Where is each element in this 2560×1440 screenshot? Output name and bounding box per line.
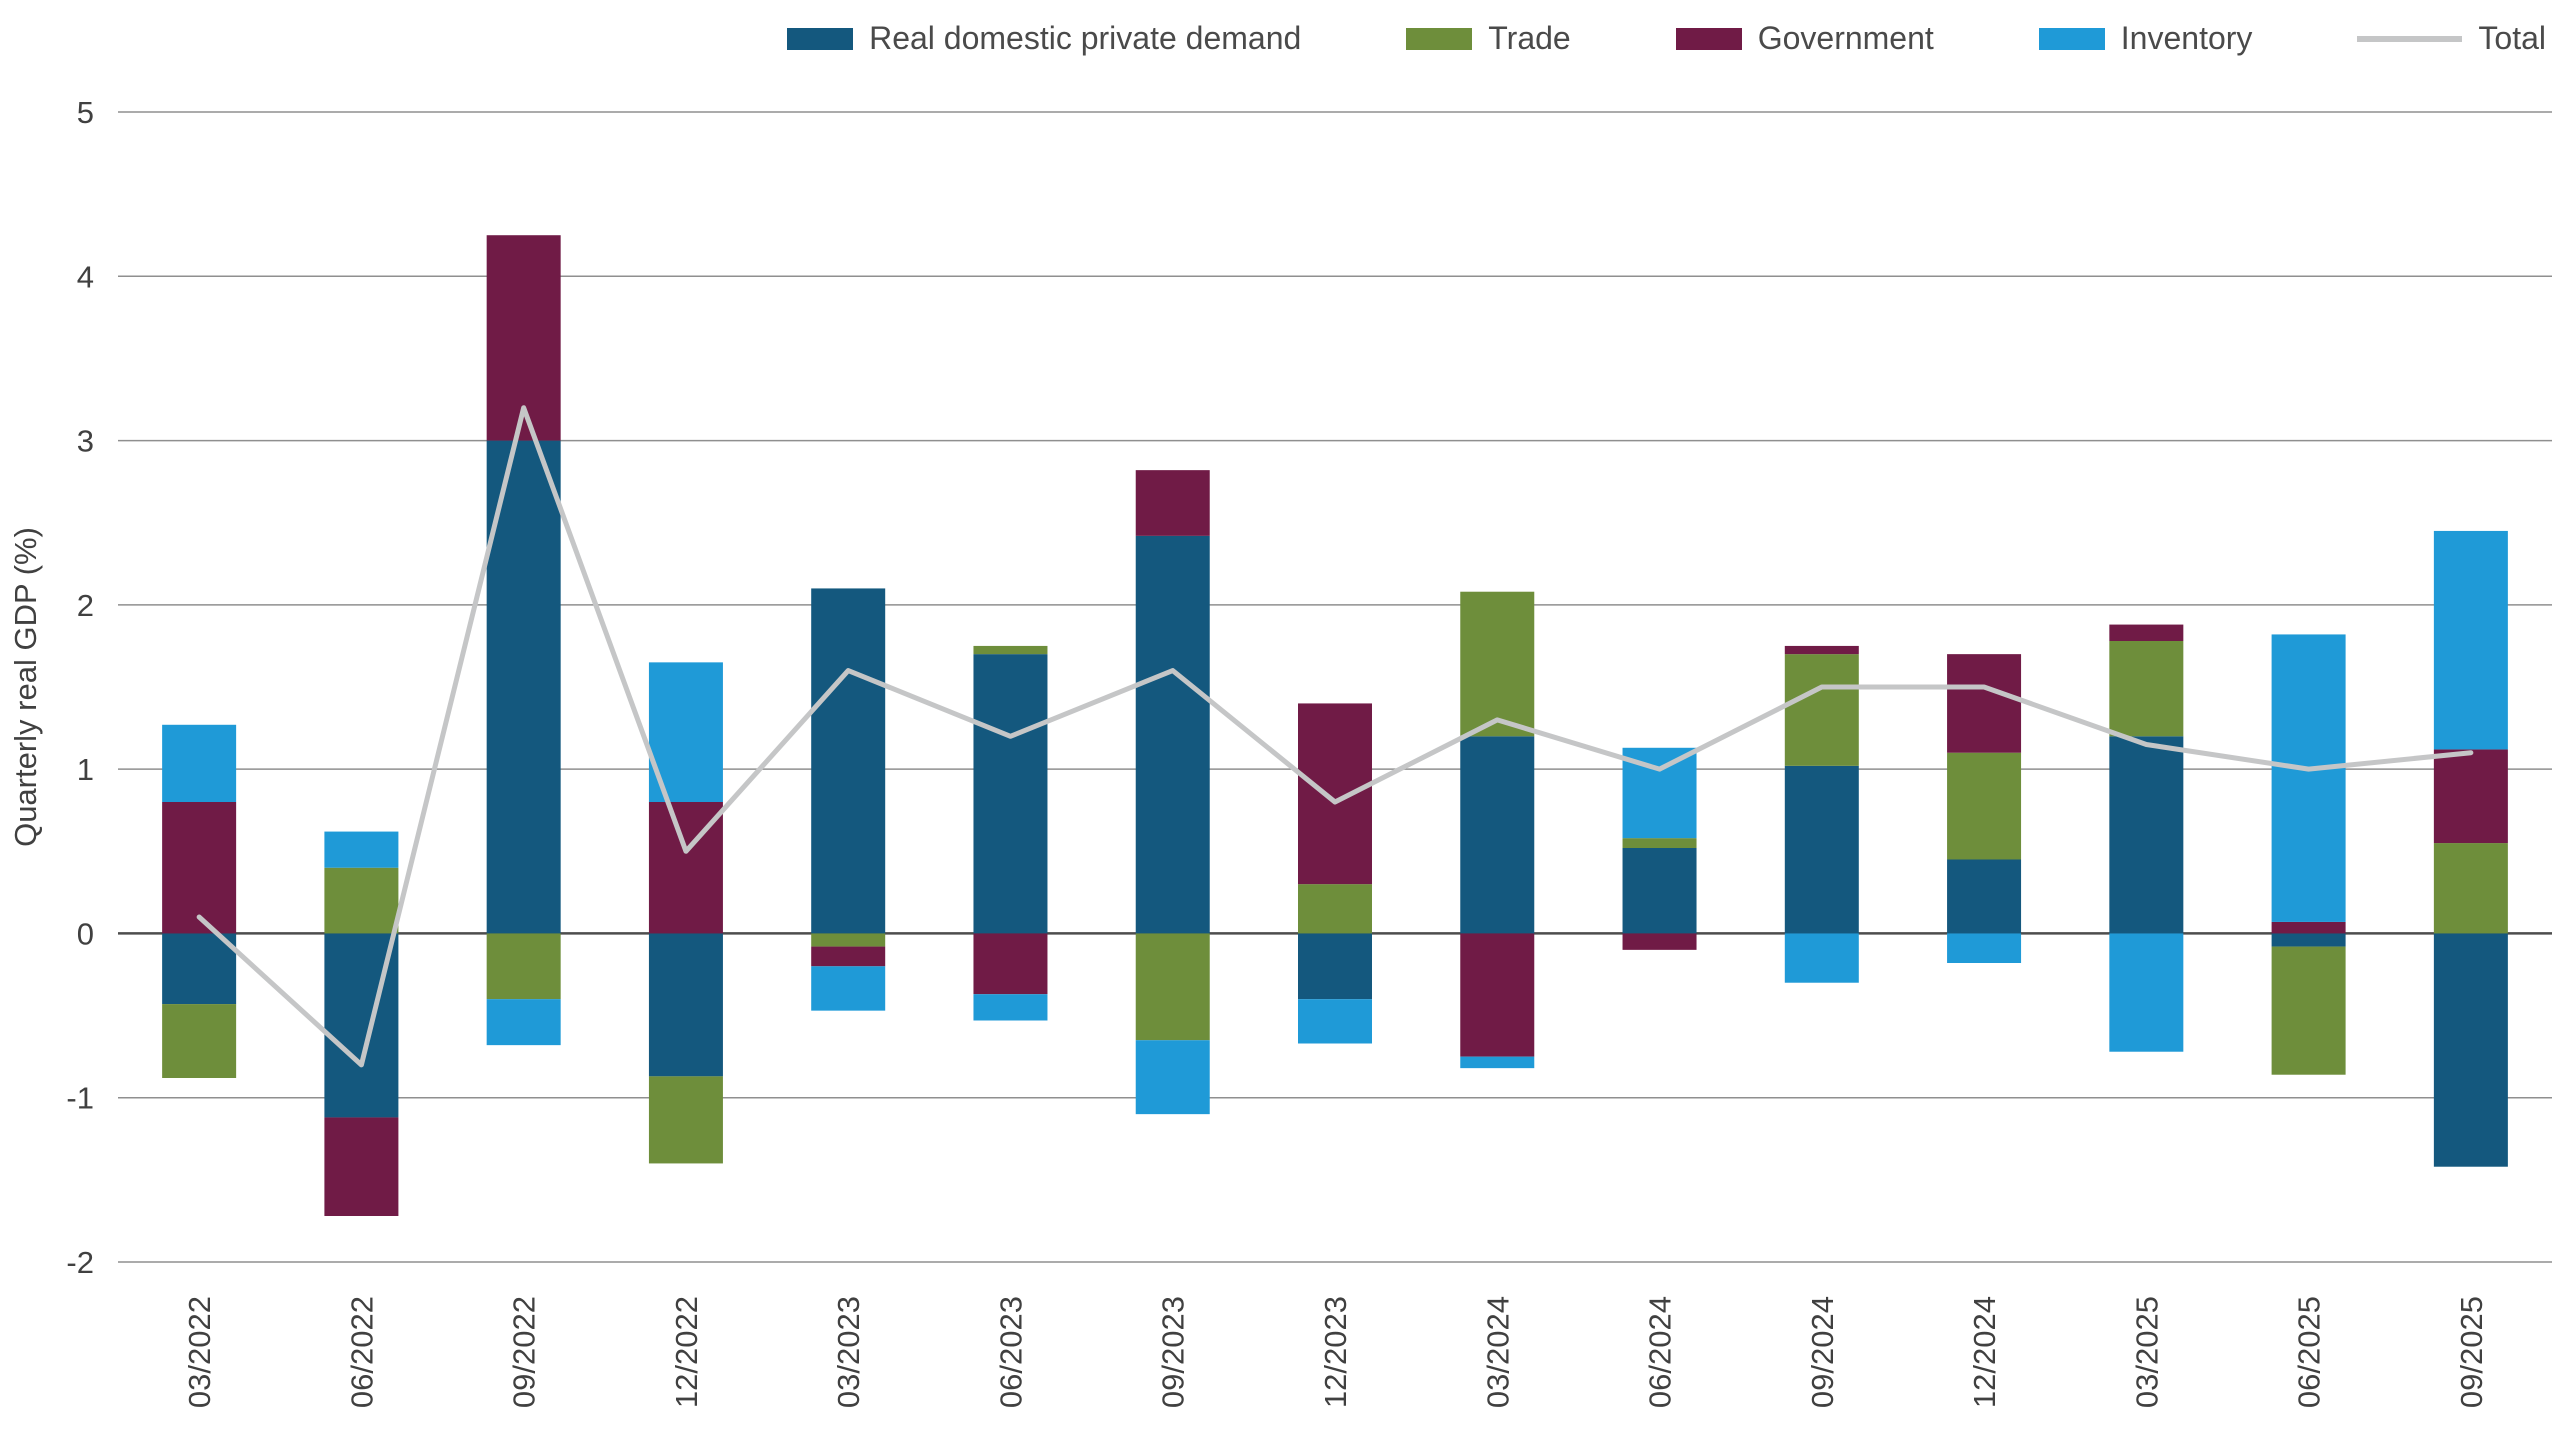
legend-item-inventory: Inventory [2038, 20, 2253, 57]
x-tick-label: 12/2022 [669, 1296, 704, 1408]
x-tick-label: 06/2023 [993, 1296, 1028, 1408]
bar-segment-real-domestic-private-demand [1947, 859, 2022, 934]
chart-legend: Real domestic private demand Trade Governm… [0, 20, 2546, 57]
x-tick-label: 03/2024 [1480, 1296, 1515, 1408]
bar-segment-government [973, 933, 1048, 995]
legend-item-government: Government [1675, 20, 1934, 57]
bar-segment-government [2109, 624, 2184, 641]
bar-segment-government [1298, 703, 1372, 885]
bar-segment-inventory [1460, 1056, 1535, 1069]
x-tick-label: 09/2022 [507, 1296, 542, 1408]
bar-segment-trade [1298, 884, 1372, 934]
bar-segment-inventory [1298, 999, 1372, 1044]
bar-segment-real-domestic-private-demand [973, 654, 1048, 934]
legend-label: Inventory [2120, 20, 2253, 56]
bar-segment-real-domestic-private-demand [2433, 933, 2508, 1167]
bar-segment-real-domestic-private-demand [1784, 765, 1859, 934]
bar-segment-inventory [2433, 530, 2508, 750]
bar-segment-inventory [1135, 1040, 1210, 1115]
bar-segment-trade [324, 867, 399, 934]
bar-segment-inventory [486, 999, 561, 1046]
bar-segment-trade [162, 1004, 237, 1078]
x-tick-label: 06/2024 [1643, 1296, 1678, 1408]
y-tick-label: 4 [77, 259, 94, 294]
bar-segment-government [1622, 933, 1697, 950]
bar-segment-inventory [973, 994, 1048, 1021]
bar-segment-real-domestic-private-demand [648, 933, 723, 1077]
legend-label: Trade [1488, 20, 1571, 56]
legend-line-swatch-total [2357, 35, 2463, 42]
y-tick-label: 3 [77, 424, 94, 459]
bar-segment-real-domestic-private-demand [2271, 933, 2346, 947]
legend-item-trade: Trade [1406, 20, 1571, 57]
bar-segment-trade [2109, 641, 2184, 737]
bar-segment-government [1784, 645, 1859, 655]
y-tick-label: 5 [77, 95, 94, 130]
legend-item-real-domestic-private-demand: Real domestic private demand [787, 20, 1301, 57]
bar-segment-government [2271, 921, 2346, 934]
bar-segment-real-domestic-private-demand [2109, 736, 2184, 934]
bar-segment-trade [2433, 843, 2508, 934]
legend-label: Government [1757, 20, 1934, 56]
bar-segment-trade [973, 645, 1048, 655]
y-tick-label: 2 [77, 588, 94, 623]
bar-segment-real-domestic-private-demand [486, 440, 561, 934]
legend-label: Total [2478, 20, 2546, 56]
bar-segment-inventory [1947, 933, 2022, 963]
legend-swatch-government [1675, 27, 1742, 50]
legend-swatch-inventory [2038, 27, 2105, 50]
bar-segment-inventory [162, 724, 237, 802]
bar-segment-government [811, 946, 886, 967]
x-tick-label: 09/2025 [2454, 1296, 2489, 1408]
x-tick-label: 03/2023 [831, 1296, 866, 1408]
total-line [196, 405, 2474, 1068]
bar-segment-real-domestic-private-demand [1298, 933, 1372, 1000]
legend-swatch-trade [1406, 27, 1473, 50]
bar-segment-trade [2271, 946, 2346, 1075]
x-tick-label: 03/2025 [2129, 1296, 2164, 1408]
x-tick-label: 03/2022 [182, 1296, 217, 1408]
bar-segment-real-domestic-private-demand [811, 588, 886, 934]
bar-segment-trade [1947, 752, 2022, 860]
bar-segment-government [1460, 933, 1535, 1057]
x-tick-label: 12/2023 [1318, 1296, 1353, 1408]
bar-segment-trade [1135, 933, 1210, 1041]
bar-segment-real-domestic-private-demand [1135, 535, 1210, 934]
bar-segment-trade [1622, 838, 1697, 848]
bar-segment-government [1947, 654, 2022, 753]
bar-segment-inventory [1784, 933, 1859, 983]
x-tick-label: 12/2024 [1967, 1296, 2002, 1408]
x-tick-label: 09/2024 [1805, 1296, 1840, 1408]
bar-segment-trade [1784, 654, 1859, 766]
bar-segment-government [324, 1117, 399, 1216]
bar-segment-government [2433, 749, 2508, 844]
y-axis-title: Quarterly real GDP (%) [8, 527, 43, 847]
bar-segment-trade [1460, 591, 1535, 737]
legend-label: Real domestic private demand [869, 20, 1302, 56]
bar-segment-inventory [811, 966, 886, 1011]
bar-segment-government [162, 802, 237, 934]
bar-segment-government [1135, 470, 1210, 536]
bar-segment-real-domestic-private-demand [162, 933, 237, 1005]
bar-segment-inventory [324, 831, 399, 868]
legend-swatch-real-domestic-private-demand [787, 27, 854, 50]
bar-segment-inventory [2271, 634, 2346, 922]
bar-segment-trade [648, 1076, 723, 1164]
x-tick-label: 06/2025 [2292, 1296, 2327, 1408]
y-tick-label: -2 [66, 1245, 94, 1280]
x-tick-label: 09/2023 [1156, 1296, 1191, 1408]
bar-segment-trade [486, 933, 561, 1000]
y-tick-label: 0 [77, 916, 94, 951]
bar-segment-inventory [2109, 933, 2184, 1052]
legend-item-total: Total [2357, 20, 2546, 57]
bar-segment-real-domestic-private-demand [1460, 736, 1535, 934]
y-tick-label: 1 [77, 752, 94, 787]
x-tick-label: 06/2022 [344, 1296, 379, 1408]
bar-segment-trade [811, 933, 886, 947]
y-tick-label: -1 [66, 1081, 94, 1116]
bar-segment-real-domestic-private-demand [1622, 848, 1697, 934]
